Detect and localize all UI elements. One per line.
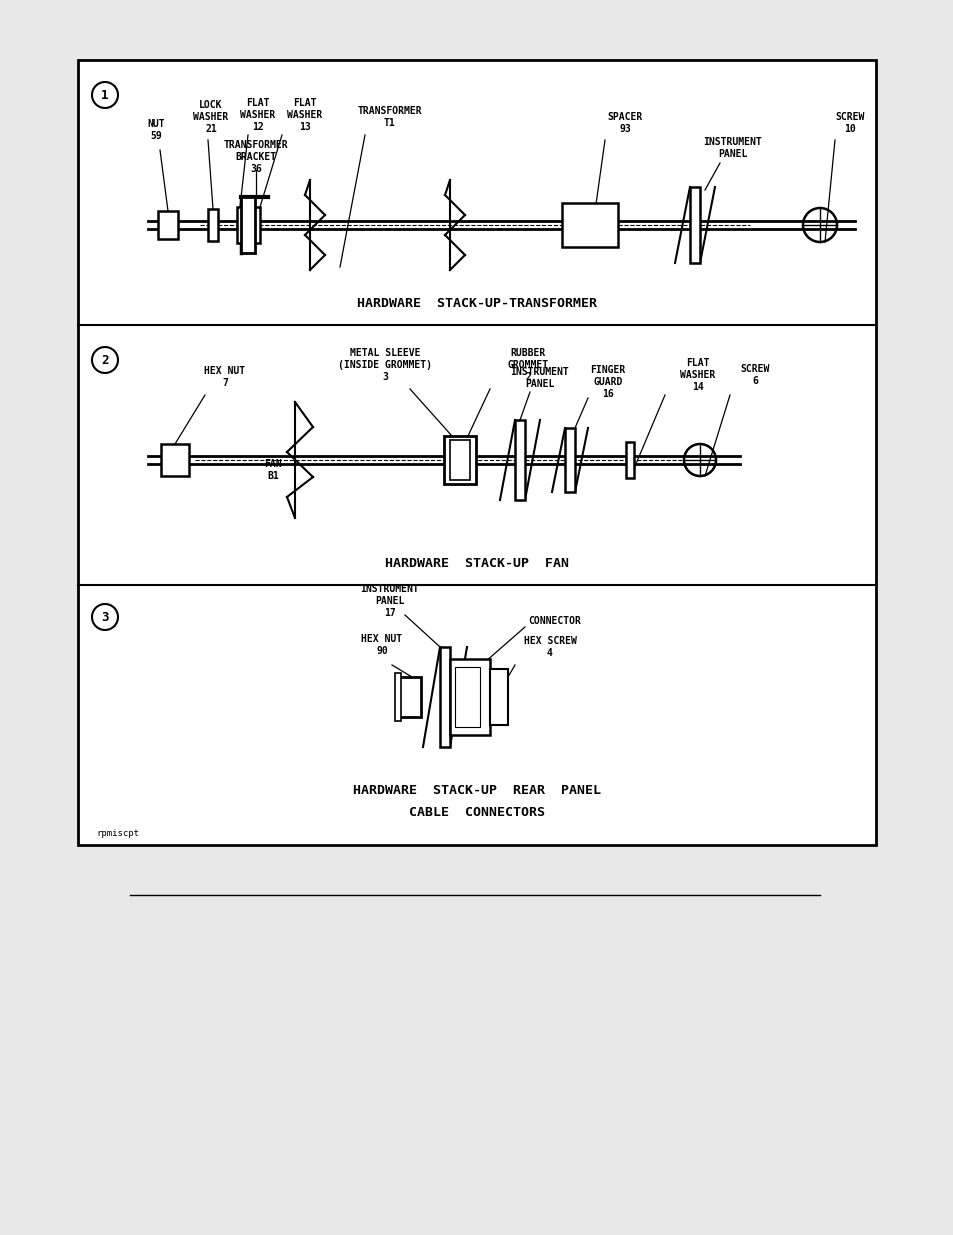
Text: FAN
B1: FAN B1	[264, 459, 281, 480]
Text: 2: 2	[101, 353, 109, 367]
Bar	[158, 211, 178, 240]
Bar	[490, 669, 507, 725]
Text: FINGER
GUARD
16: FINGER GUARD 16	[590, 366, 625, 399]
Text: HARDWARE  STACK-UP-TRANSFORMER: HARDWARE STACK-UP-TRANSFORMER	[356, 296, 597, 310]
Text: SPACER
93: SPACER 93	[607, 112, 642, 133]
Bar	[398, 677, 420, 718]
Text: HARDWARE  STACK-UP  REAR  PANEL: HARDWARE STACK-UP REAR PANEL	[353, 783, 600, 797]
Text: CONNECTOR: CONNECTOR	[528, 616, 580, 626]
Text: METAL SLEEVE
(INSIDE GROMMET)
3: METAL SLEEVE (INSIDE GROMMET) 3	[337, 348, 432, 382]
Bar	[450, 659, 490, 735]
Text: FLAT
WASHER
13: FLAT WASHER 13	[287, 99, 322, 132]
Bar	[564, 429, 575, 492]
Bar	[208, 209, 218, 241]
Text: INSTRUMENT
PANEL: INSTRUMENT PANEL	[510, 367, 569, 389]
Text: CABLE  CONNECTORS: CABLE CONNECTORS	[409, 805, 544, 819]
Bar	[443, 436, 476, 484]
Text: SCREW
6: SCREW 6	[740, 364, 769, 385]
Text: NUT
59: NUT 59	[147, 120, 165, 141]
Text: HARDWARE  STACK-UP  FAN: HARDWARE STACK-UP FAN	[385, 557, 568, 569]
Bar	[241, 198, 254, 253]
Bar	[161, 445, 189, 475]
Text: FLAT
WASHER
14: FLAT WASHER 14	[679, 358, 715, 391]
Text: FLAT
WASHER
12: FLAT WASHER 12	[240, 99, 275, 132]
Bar	[78, 61, 875, 845]
Text: SCREW
10: SCREW 10	[835, 112, 863, 133]
Text: HEX NUT
90: HEX NUT 90	[361, 635, 402, 656]
Bar	[515, 420, 524, 500]
Text: LOCK
WASHER
21: LOCK WASHER 21	[193, 100, 229, 133]
Bar	[253, 207, 260, 243]
Text: INSTRUMENT
PANEL: INSTRUMENT PANEL	[703, 137, 761, 159]
Text: TRANSFORMER
T1: TRANSFORMER T1	[357, 106, 422, 127]
Bar	[625, 442, 634, 478]
Bar	[439, 647, 450, 747]
Bar	[236, 207, 243, 243]
Text: HEX NUT
7: HEX NUT 7	[204, 367, 245, 388]
Text: HEX SCREW
4: HEX SCREW 4	[523, 636, 576, 658]
Text: rpmiscpt: rpmiscpt	[96, 829, 139, 837]
Text: RUBBER
GROMMET
2: RUBBER GROMMET 2	[507, 348, 548, 382]
Bar	[561, 203, 618, 247]
Bar	[450, 440, 470, 480]
Bar	[689, 186, 700, 263]
Text: TRANSFORMER
BRACKET
36: TRANSFORMER BRACKET 36	[223, 141, 288, 174]
Bar	[455, 667, 479, 727]
Text: 1: 1	[101, 89, 109, 101]
Text: 3: 3	[101, 610, 109, 624]
Text: INSTRUMENT
PANEL
17: INSTRUMENT PANEL 17	[360, 584, 419, 618]
Bar	[395, 673, 400, 721]
